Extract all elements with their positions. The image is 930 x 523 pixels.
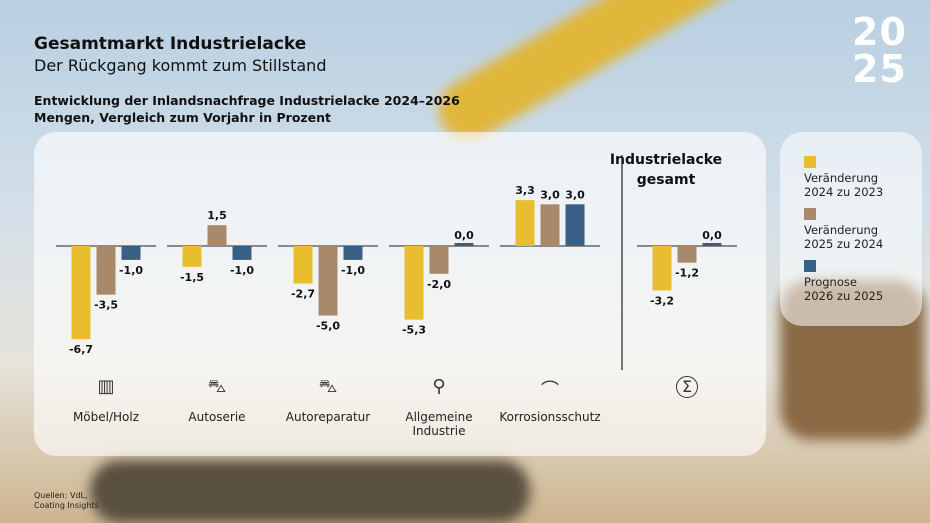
damaged-car-icon: ⛍ <box>318 376 338 397</box>
background-excavator-tracks <box>90 460 530 523</box>
bar <box>96 246 116 295</box>
legend-item-2026: Prognose 2026 zu 2025 <box>804 260 883 303</box>
bar <box>293 246 313 284</box>
year-line1: 20 <box>852 10 907 54</box>
bar <box>454 243 474 246</box>
data-label: -3,2 <box>650 294 674 307</box>
legend-label: Veränderung <box>804 171 879 185</box>
bar <box>232 246 252 260</box>
bar <box>515 200 535 246</box>
data-label: 3,0 <box>540 188 560 201</box>
source-line: Quellen: VdL, <box>34 491 88 500</box>
bar <box>652 246 672 291</box>
data-label: -1,0 <box>341 264 365 277</box>
car-icon: ⛍ <box>207 376 227 397</box>
bridge-icon: ⌒ <box>541 380 559 401</box>
legend-label: 2024 zu 2023 <box>804 185 884 199</box>
legend-label: 2025 zu 2024 <box>804 237 884 251</box>
category-label: Autoreparatur <box>285 410 371 424</box>
page-title: Gesamtmarkt Industrielacke <box>34 34 307 54</box>
bar <box>429 246 449 274</box>
bar <box>182 246 202 267</box>
data-label: -2,7 <box>291 288 315 301</box>
category-label: Allgemeine Industrie <box>405 410 473 438</box>
legend-swatch <box>804 208 816 220</box>
data-label: -3,5 <box>94 299 118 312</box>
legend-label: Prognose <box>804 275 857 289</box>
chart-panel <box>34 132 766 456</box>
legend-label: 2026 zu 2025 <box>804 289 884 303</box>
legend-item-2025: Veränderung 2025 zu 2024 <box>804 208 883 251</box>
data-label: 0,0 <box>702 229 722 242</box>
data-label: -1,0 <box>230 264 254 277</box>
bar <box>565 204 585 246</box>
legend-item-2024: Veränderung 2024 zu 2023 <box>804 156 883 199</box>
category-label: Möbel/Holz <box>72 410 140 424</box>
data-label: -2,0 <box>427 278 451 291</box>
legend-label: Veränderung <box>804 223 879 237</box>
data-label: 3,3 <box>515 184 535 197</box>
data-label: -1,0 <box>119 264 143 277</box>
legend-panel: Veränderung 2024 zu 2023 Veränderung 2025 … <box>780 132 922 326</box>
data-label: -5,0 <box>316 320 340 333</box>
data-label: -5,3 <box>402 324 426 337</box>
data-label: -1,5 <box>180 271 204 284</box>
bar <box>121 246 141 260</box>
bar <box>540 204 560 246</box>
bar <box>343 246 363 260</box>
bar <box>404 246 424 320</box>
chart-subtitle: Mengen, Vergleich zum Vorjahr in Prozent <box>34 110 332 125</box>
data-label: 3,0 <box>565 188 585 201</box>
legend-swatch <box>804 260 816 272</box>
bar <box>677 246 697 263</box>
data-label: -6,7 <box>69 343 93 356</box>
robot-arm-icon: ⚲ <box>432 376 446 397</box>
cabinet-icon: ▥ <box>97 376 115 397</box>
source-line: Coating Insights <box>34 501 99 510</box>
year-logo: 20 25 <box>852 10 907 91</box>
category-label: Korrosionsschutz <box>499 410 601 424</box>
bar <box>71 246 91 340</box>
category-label: Autoserie <box>188 410 246 424</box>
chart-title: Entwicklung der Inlandsnachfrage Industr… <box>34 93 460 108</box>
legend-swatch <box>804 156 816 168</box>
bar <box>207 225 227 246</box>
data-label: 0,0 <box>454 229 474 242</box>
sigma-icon: Σ <box>667 376 707 398</box>
year-line2: 25 <box>852 47 907 91</box>
data-label: -1,2 <box>675 267 699 280</box>
total-heading: Industrielacke gesamt <box>609 152 723 188</box>
bar <box>702 243 722 246</box>
page-subtitle: Der Rückgang kommt zum Stillstand <box>34 56 327 75</box>
data-label: 1,5 <box>207 209 227 222</box>
bar <box>318 246 338 316</box>
source-note: Quellen: VdL, Coating Insights <box>34 491 99 511</box>
